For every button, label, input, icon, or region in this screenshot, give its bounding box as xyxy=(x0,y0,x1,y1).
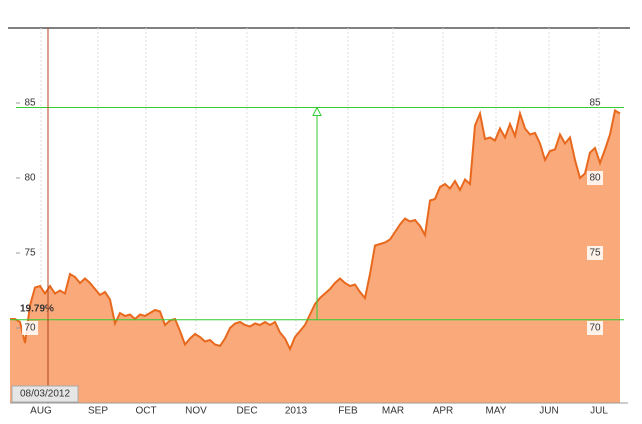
x-tick-label: MAY xyxy=(486,406,507,417)
cursor-label-box xyxy=(11,385,79,403)
x-tick-label: NOV xyxy=(185,406,207,417)
y-tick-box xyxy=(587,171,603,185)
x-tick-label: AUG xyxy=(30,406,52,417)
y-tick-box xyxy=(587,321,603,335)
x-tick-label: DEC xyxy=(236,406,257,417)
x-tick-label: OCT xyxy=(135,406,156,417)
y-tick-label: 75 xyxy=(589,248,601,259)
x-tick-label: 2013 xyxy=(285,406,308,417)
y-tick-box xyxy=(22,96,38,110)
y-tick-label: 85 xyxy=(24,98,36,109)
y-tick-box xyxy=(22,321,38,335)
x-tick-label: FEB xyxy=(338,406,358,417)
y-tick-box xyxy=(22,171,38,185)
y-tick-label: 80 xyxy=(589,173,601,184)
measure-arrow xyxy=(312,106,322,116)
y-tick-label: 70 xyxy=(589,323,601,334)
y-tick-label: 75 xyxy=(24,248,36,259)
y-tick-box xyxy=(587,246,603,260)
area-fill xyxy=(10,110,620,403)
x-tick-label: JUN xyxy=(539,406,558,417)
y-tick-box xyxy=(22,246,38,260)
y-tick-label: 85 xyxy=(589,98,601,109)
x-tick-label: SEP xyxy=(88,406,108,417)
x-tick-label: JUL xyxy=(590,406,608,417)
price-line xyxy=(10,108,621,352)
change-label: 19.79% xyxy=(20,303,54,314)
y-tick-box xyxy=(587,96,603,110)
cursor-label: 08/03/2012 xyxy=(20,389,70,400)
y-tick-label: 70 xyxy=(24,323,36,334)
x-tick-label: APR xyxy=(433,406,454,417)
x-tick-label: MAR xyxy=(382,406,404,417)
y-tick-label: 80 xyxy=(24,173,36,184)
